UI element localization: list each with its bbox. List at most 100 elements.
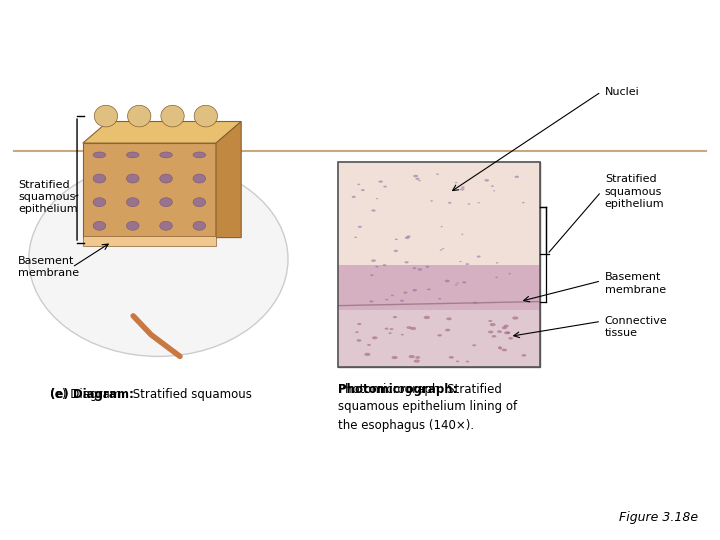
Ellipse shape bbox=[193, 152, 206, 158]
Ellipse shape bbox=[466, 361, 469, 362]
FancyBboxPatch shape bbox=[338, 162, 540, 367]
Ellipse shape bbox=[410, 327, 416, 330]
Ellipse shape bbox=[446, 318, 451, 320]
FancyBboxPatch shape bbox=[338, 310, 540, 367]
Ellipse shape bbox=[515, 176, 519, 178]
Ellipse shape bbox=[495, 276, 498, 278]
Ellipse shape bbox=[461, 233, 464, 235]
Ellipse shape bbox=[161, 105, 184, 127]
Ellipse shape bbox=[160, 198, 172, 207]
Text: Nuclei: Nuclei bbox=[605, 87, 639, 97]
Ellipse shape bbox=[448, 202, 451, 204]
Ellipse shape bbox=[502, 326, 507, 329]
Ellipse shape bbox=[413, 267, 416, 269]
Ellipse shape bbox=[497, 330, 502, 333]
FancyBboxPatch shape bbox=[83, 143, 216, 238]
Ellipse shape bbox=[522, 202, 525, 204]
Ellipse shape bbox=[193, 198, 206, 207]
Ellipse shape bbox=[521, 354, 526, 356]
Ellipse shape bbox=[498, 347, 503, 349]
Ellipse shape bbox=[355, 331, 359, 333]
Ellipse shape bbox=[385, 299, 388, 300]
FancyBboxPatch shape bbox=[338, 265, 540, 316]
Ellipse shape bbox=[401, 334, 404, 335]
Text: Stratified
squamous
epithelium: Stratified squamous epithelium bbox=[18, 180, 78, 214]
Ellipse shape bbox=[440, 249, 443, 251]
Ellipse shape bbox=[160, 221, 172, 230]
Ellipse shape bbox=[409, 355, 415, 358]
Ellipse shape bbox=[456, 361, 459, 362]
Ellipse shape bbox=[160, 152, 172, 158]
Ellipse shape bbox=[395, 239, 398, 240]
Ellipse shape bbox=[431, 200, 433, 201]
Ellipse shape bbox=[354, 237, 357, 238]
Ellipse shape bbox=[512, 316, 518, 320]
Ellipse shape bbox=[369, 300, 374, 302]
Ellipse shape bbox=[127, 198, 139, 207]
Ellipse shape bbox=[361, 189, 365, 191]
Ellipse shape bbox=[382, 264, 387, 266]
Polygon shape bbox=[83, 122, 241, 143]
Ellipse shape bbox=[438, 298, 441, 300]
Circle shape bbox=[29, 162, 288, 356]
Ellipse shape bbox=[389, 333, 392, 334]
FancyBboxPatch shape bbox=[338, 162, 540, 275]
Ellipse shape bbox=[351, 196, 356, 198]
Ellipse shape bbox=[508, 337, 513, 340]
Ellipse shape bbox=[356, 339, 361, 342]
Ellipse shape bbox=[94, 105, 117, 127]
Ellipse shape bbox=[456, 282, 459, 284]
Ellipse shape bbox=[393, 316, 397, 318]
Ellipse shape bbox=[372, 336, 377, 339]
Ellipse shape bbox=[493, 190, 495, 191]
Ellipse shape bbox=[413, 289, 417, 292]
Text: (e) Diagram:: (e) Diagram: bbox=[50, 388, 138, 401]
Ellipse shape bbox=[413, 175, 418, 177]
Ellipse shape bbox=[391, 295, 394, 296]
Ellipse shape bbox=[437, 334, 442, 336]
Ellipse shape bbox=[472, 302, 477, 304]
Ellipse shape bbox=[405, 237, 410, 239]
Ellipse shape bbox=[488, 320, 492, 322]
Ellipse shape bbox=[449, 356, 454, 359]
Ellipse shape bbox=[504, 332, 510, 334]
Ellipse shape bbox=[93, 198, 106, 207]
Text: Connective
tissue: Connective tissue bbox=[605, 315, 667, 338]
Ellipse shape bbox=[455, 284, 457, 286]
Ellipse shape bbox=[441, 226, 443, 227]
Ellipse shape bbox=[127, 105, 151, 127]
Ellipse shape bbox=[462, 281, 467, 284]
Ellipse shape bbox=[477, 255, 481, 258]
Ellipse shape bbox=[496, 262, 498, 264]
Ellipse shape bbox=[455, 182, 457, 183]
Ellipse shape bbox=[490, 323, 495, 326]
Ellipse shape bbox=[364, 353, 370, 356]
Ellipse shape bbox=[503, 325, 509, 327]
Ellipse shape bbox=[472, 345, 476, 346]
Ellipse shape bbox=[491, 185, 494, 187]
Text: Photomicrograph:: Photomicrograph: bbox=[338, 383, 462, 396]
Ellipse shape bbox=[502, 349, 507, 352]
Ellipse shape bbox=[384, 328, 389, 329]
Ellipse shape bbox=[403, 292, 408, 294]
Ellipse shape bbox=[445, 329, 450, 332]
Ellipse shape bbox=[375, 266, 379, 267]
Ellipse shape bbox=[127, 174, 139, 183]
Ellipse shape bbox=[383, 186, 387, 187]
Ellipse shape bbox=[193, 174, 206, 183]
Text: Photomicrograph: Stratified: Photomicrograph: Stratified bbox=[338, 383, 503, 396]
Ellipse shape bbox=[508, 273, 511, 274]
Ellipse shape bbox=[93, 152, 106, 158]
Ellipse shape bbox=[127, 221, 139, 230]
Ellipse shape bbox=[194, 105, 217, 127]
Ellipse shape bbox=[442, 248, 444, 249]
Text: Basement
membrane: Basement membrane bbox=[605, 272, 666, 295]
Ellipse shape bbox=[485, 179, 489, 181]
Ellipse shape bbox=[390, 328, 393, 330]
Ellipse shape bbox=[436, 173, 438, 175]
Ellipse shape bbox=[193, 221, 206, 230]
Ellipse shape bbox=[477, 202, 480, 204]
Ellipse shape bbox=[370, 274, 374, 276]
Ellipse shape bbox=[400, 300, 404, 302]
Ellipse shape bbox=[492, 335, 496, 338]
